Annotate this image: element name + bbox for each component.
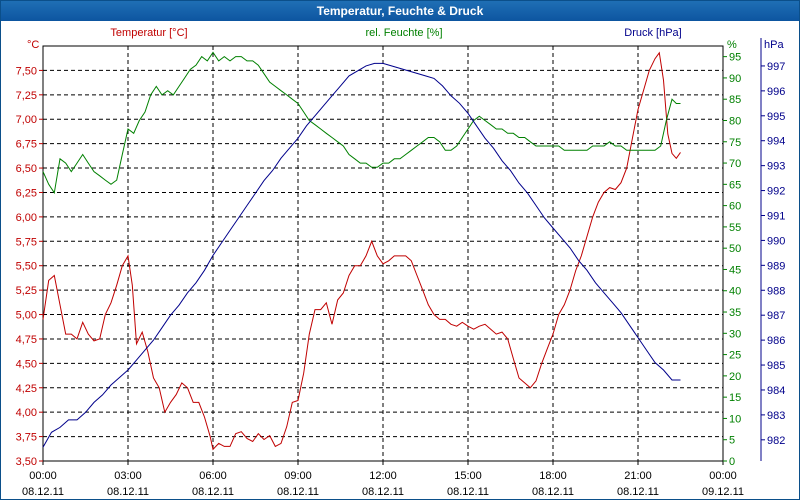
x-tick-label-time: 06:00 — [199, 470, 227, 482]
axes — [39, 38, 765, 465]
x-tick-label-time: 15:00 — [454, 470, 482, 482]
humidity-tick-label: 75 — [729, 137, 741, 149]
x-tick-label-date: 08.12.11 — [617, 486, 659, 498]
pressure-tick-label: 986 — [767, 335, 785, 347]
x-tick-label-time: 12:00 — [369, 470, 397, 482]
pressure-tick-label: 985 — [767, 360, 785, 372]
humidity-tick-label: 65 — [729, 179, 741, 191]
humidity-tick-label: 35 — [729, 307, 741, 319]
pressure-tick-label: 993 — [767, 161, 785, 173]
temperature-tick-label: 6,50 — [16, 163, 37, 175]
series-group — [42, 51, 681, 451]
humidity-tick-label: 0 — [729, 456, 735, 468]
pressure-tick-label: 982 — [767, 435, 785, 447]
x-tick-label-date: 08.12.11 — [362, 486, 404, 498]
x-tick-label-date: 09.12.11 — [702, 486, 744, 498]
humidity-tick-label: 85 — [729, 94, 741, 106]
x-tick-label-date: 08.12.11 — [277, 486, 319, 498]
x-tick-label-date: 08.12.11 — [107, 486, 149, 498]
pressure-unit: hPa — [764, 39, 784, 51]
humidity-tick-label: 70 — [729, 158, 741, 170]
pressure-axis-label: Druck [hPa] — [624, 27, 681, 39]
humidity-tick-label: 15 — [729, 392, 741, 404]
temperature-tick-label: 3,50 — [16, 456, 37, 468]
pressure-tick-label: 994 — [767, 136, 785, 148]
x-tick-label-time: 03:00 — [114, 470, 142, 482]
humidity-axis-label: rel. Feuchte [%] — [365, 27, 442, 39]
x-tick-label-time: 00:00 — [29, 470, 57, 482]
temperature-tick-label: 5,50 — [16, 261, 37, 273]
pressure-tick-label: 996 — [767, 86, 785, 98]
series-line-humidity — [42, 51, 681, 195]
series-line-temperature — [42, 51, 681, 451]
humidity-tick-label: 25 — [729, 350, 741, 362]
temperature-tick-label: 6,75 — [16, 139, 37, 151]
x-tick-label-time: 09:00 — [284, 470, 312, 482]
humidity-tick-label: 90 — [729, 73, 741, 85]
humidity-tick-label: 80 — [729, 115, 741, 127]
pressure-tick-label: 984 — [767, 385, 785, 397]
grid — [43, 46, 723, 462]
x-tick-label-time: 00:00 — [709, 470, 737, 482]
temperature-tick-label: 4,75 — [16, 334, 37, 346]
humidity-unit: % — [727, 39, 737, 51]
temperature-tick-label: 5,25 — [16, 285, 37, 297]
humidity-tick-label: 20 — [729, 371, 741, 383]
humidity-tick-label: 30 — [729, 328, 741, 340]
pressure-tick-label: 995 — [767, 111, 785, 123]
temperature-tick-label: 7,50 — [16, 65, 37, 77]
humidity-tick-label: 60 — [729, 201, 741, 213]
humidity-tick-label: 45 — [729, 264, 741, 276]
x-tick-label-date: 08.12.11 — [447, 486, 489, 498]
chart-canvas: 00:00 08.12.11 03:00 08.12.11 06:00 08.12.11 0… — [16, 27, 786, 498]
temperature-axis-label: Temperatur [°C] — [110, 27, 187, 39]
humidity-tick-label: 50 — [729, 243, 741, 255]
temperature-tick-label: 7,25 — [16, 90, 37, 102]
x-tick-label-date: 08.12.11 — [532, 486, 574, 498]
pressure-tick-label: 988 — [767, 285, 785, 297]
pressure-tick-label: 989 — [767, 260, 785, 272]
axis-labels: 00:00 08.12.11 03:00 08.12.11 06:00 08.12.11 0… — [16, 27, 786, 498]
temperature-tick-label: 7,00 — [16, 114, 37, 126]
x-tick-label-time: 18:00 — [539, 470, 567, 482]
pressure-tick-label: 992 — [767, 186, 785, 198]
temperature-tick-label: 4,00 — [16, 407, 37, 419]
x-tick-label-date: 08.12.11 — [22, 486, 64, 498]
window-title: Temperatur, Feuchte & Druck — [1, 1, 799, 21]
humidity-tick-label: 40 — [729, 286, 741, 298]
temperature-tick-label: 6,25 — [16, 187, 37, 199]
pressure-tick-label: 990 — [767, 235, 785, 247]
pressure-tick-label: 991 — [767, 210, 785, 222]
temperature-tick-label: 6,00 — [16, 212, 37, 224]
temperature-tick-label: 5,75 — [16, 236, 37, 248]
humidity-tick-label: 55 — [729, 222, 741, 234]
x-tick-label-date: 08.12.11 — [192, 486, 234, 498]
x-tick-label-time: 21:00 — [624, 470, 652, 482]
pressure-tick-label: 987 — [767, 310, 785, 322]
temperature-tick-label: 4,25 — [16, 383, 37, 395]
series-line-pressure — [42, 62, 681, 448]
temperature-unit: °C — [27, 39, 39, 51]
pressure-tick-label: 997 — [767, 61, 785, 73]
temperature-tick-label: 5,00 — [16, 310, 37, 322]
humidity-tick-label: 95 — [729, 52, 741, 64]
humidity-tick-label: 10 — [729, 413, 741, 425]
pressure-tick-label: 983 — [767, 410, 785, 422]
temperature-tick-label: 3,75 — [16, 432, 37, 444]
temperature-tick-label: 4,50 — [16, 358, 37, 370]
humidity-tick-label: 5 — [729, 435, 735, 447]
